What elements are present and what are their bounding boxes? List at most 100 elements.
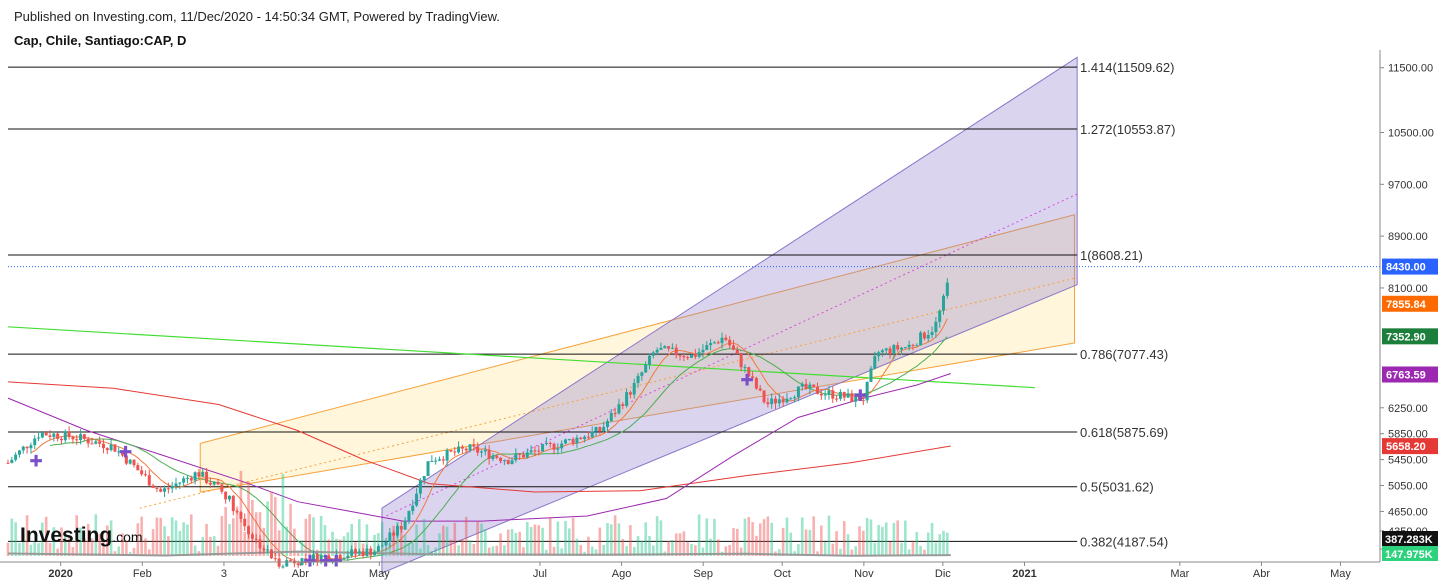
candle-body bbox=[289, 560, 293, 562]
price-tag-bg-0 bbox=[1382, 258, 1438, 275]
volume-bar bbox=[170, 517, 174, 556]
time-tick-label-8: Oct bbox=[774, 568, 791, 580]
volume-bar bbox=[587, 536, 590, 556]
volume-bar bbox=[568, 528, 571, 556]
candle-body bbox=[380, 545, 384, 547]
candle-body bbox=[827, 390, 831, 395]
candle-body bbox=[403, 520, 407, 530]
volume-bar bbox=[136, 523, 140, 556]
volume-bar bbox=[231, 518, 235, 556]
candle-body bbox=[861, 400, 865, 402]
volume-bar bbox=[942, 530, 945, 556]
volume-bar bbox=[690, 543, 693, 556]
candle-body bbox=[415, 493, 419, 506]
candle-body bbox=[594, 427, 598, 432]
candle-body bbox=[621, 404, 625, 406]
candle-body bbox=[342, 558, 346, 560]
volume-bar bbox=[357, 519, 361, 556]
candle-body bbox=[915, 345, 919, 347]
volume-bar bbox=[380, 522, 384, 556]
price-tag-0: 8430.00 bbox=[1382, 258, 1438, 275]
candle-body bbox=[609, 413, 613, 422]
candle-body bbox=[502, 460, 506, 462]
price-tag-bg-4 bbox=[1382, 438, 1438, 455]
candle-body bbox=[777, 399, 781, 404]
volume-bar bbox=[571, 517, 575, 556]
price-tag-label-1: 7855.84 bbox=[1386, 299, 1427, 311]
volume-bar bbox=[327, 539, 331, 556]
volume-bar bbox=[29, 544, 33, 556]
volume-bar bbox=[797, 544, 800, 556]
candle-body bbox=[556, 448, 560, 450]
volume-bar bbox=[915, 532, 919, 556]
volume-bar bbox=[147, 549, 151, 556]
candle-body bbox=[854, 394, 858, 402]
candle-body bbox=[533, 450, 537, 452]
candle-body bbox=[567, 438, 571, 440]
candle-body bbox=[907, 344, 911, 348]
volume-bar bbox=[778, 549, 781, 556]
price-tick-label-8: 5050.00 bbox=[1388, 481, 1428, 493]
price-tag-1: 7855.84 bbox=[1382, 295, 1438, 312]
price-tag-label-4: 5658.20 bbox=[1386, 441, 1426, 453]
volume-bar bbox=[216, 545, 220, 556]
volume-bar bbox=[789, 532, 793, 556]
volume-bar bbox=[464, 516, 468, 556]
volume-bar bbox=[396, 521, 399, 556]
candle-body bbox=[25, 446, 29, 449]
candle-body bbox=[762, 390, 766, 403]
candle-body bbox=[674, 347, 678, 356]
candle-body bbox=[185, 477, 189, 479]
candle-body bbox=[350, 549, 354, 556]
volume-bar bbox=[251, 499, 254, 556]
candle-body bbox=[487, 449, 491, 459]
volume-bar bbox=[37, 543, 40, 556]
volume-bar bbox=[564, 520, 567, 556]
candle-body bbox=[395, 526, 399, 536]
candle-body bbox=[766, 402, 770, 405]
axes: 11500.00 10500.00 9700.00 8900.00 8100.00 625… bbox=[0, 50, 1434, 580]
time-tick-label-4: May bbox=[369, 568, 390, 580]
volume-bar bbox=[579, 545, 583, 556]
candle-body bbox=[281, 566, 285, 568]
volume-bar bbox=[167, 536, 170, 556]
candle-body bbox=[243, 518, 247, 527]
investing-logo: Investing.com bbox=[20, 524, 143, 547]
volume-bar bbox=[388, 543, 392, 556]
candle-body bbox=[842, 391, 846, 398]
candle-body bbox=[369, 548, 373, 556]
volume-bar bbox=[747, 516, 751, 556]
volume-bar bbox=[426, 545, 430, 556]
candle-body bbox=[121, 451, 125, 456]
candle-body bbox=[384, 541, 388, 546]
volume-bar bbox=[56, 548, 59, 556]
published-caption: Published on Investing.com, 11/Dec/2020 … bbox=[14, 9, 500, 24]
candle-body bbox=[52, 433, 56, 437]
volume-bar bbox=[808, 529, 812, 556]
volume-bar bbox=[510, 529, 514, 556]
volume-bar bbox=[598, 527, 602, 556]
volume-bar bbox=[862, 530, 865, 556]
fib-label-6: 0.382(4187.54) bbox=[1080, 534, 1168, 549]
volume-bar bbox=[468, 540, 472, 556]
candle-body bbox=[353, 549, 357, 554]
volume-bar bbox=[606, 522, 609, 556]
fib-label-4: 0.618(5875.69) bbox=[1080, 425, 1168, 440]
price-tag-bg-2 bbox=[1382, 328, 1438, 345]
volume-bar bbox=[548, 517, 552, 556]
volume-bar bbox=[201, 537, 205, 556]
volume-bar bbox=[732, 528, 735, 556]
volume-tag-label-1: 147.975K bbox=[1385, 549, 1433, 561]
volume-bar bbox=[41, 522, 44, 556]
candlesticks bbox=[6, 278, 949, 569]
time-tick-label-7: Sep bbox=[693, 568, 713, 580]
candle-body bbox=[640, 372, 644, 376]
volume-bar bbox=[399, 529, 403, 556]
signal-marker-3: ✚ bbox=[854, 386, 867, 405]
candle-body bbox=[101, 443, 105, 449]
volume-bar bbox=[125, 540, 128, 556]
volume-bar bbox=[186, 524, 189, 556]
price-tick-label-4: 8100.00 bbox=[1388, 283, 1428, 295]
price-tick-label-0: 11500.00 bbox=[1388, 63, 1433, 75]
